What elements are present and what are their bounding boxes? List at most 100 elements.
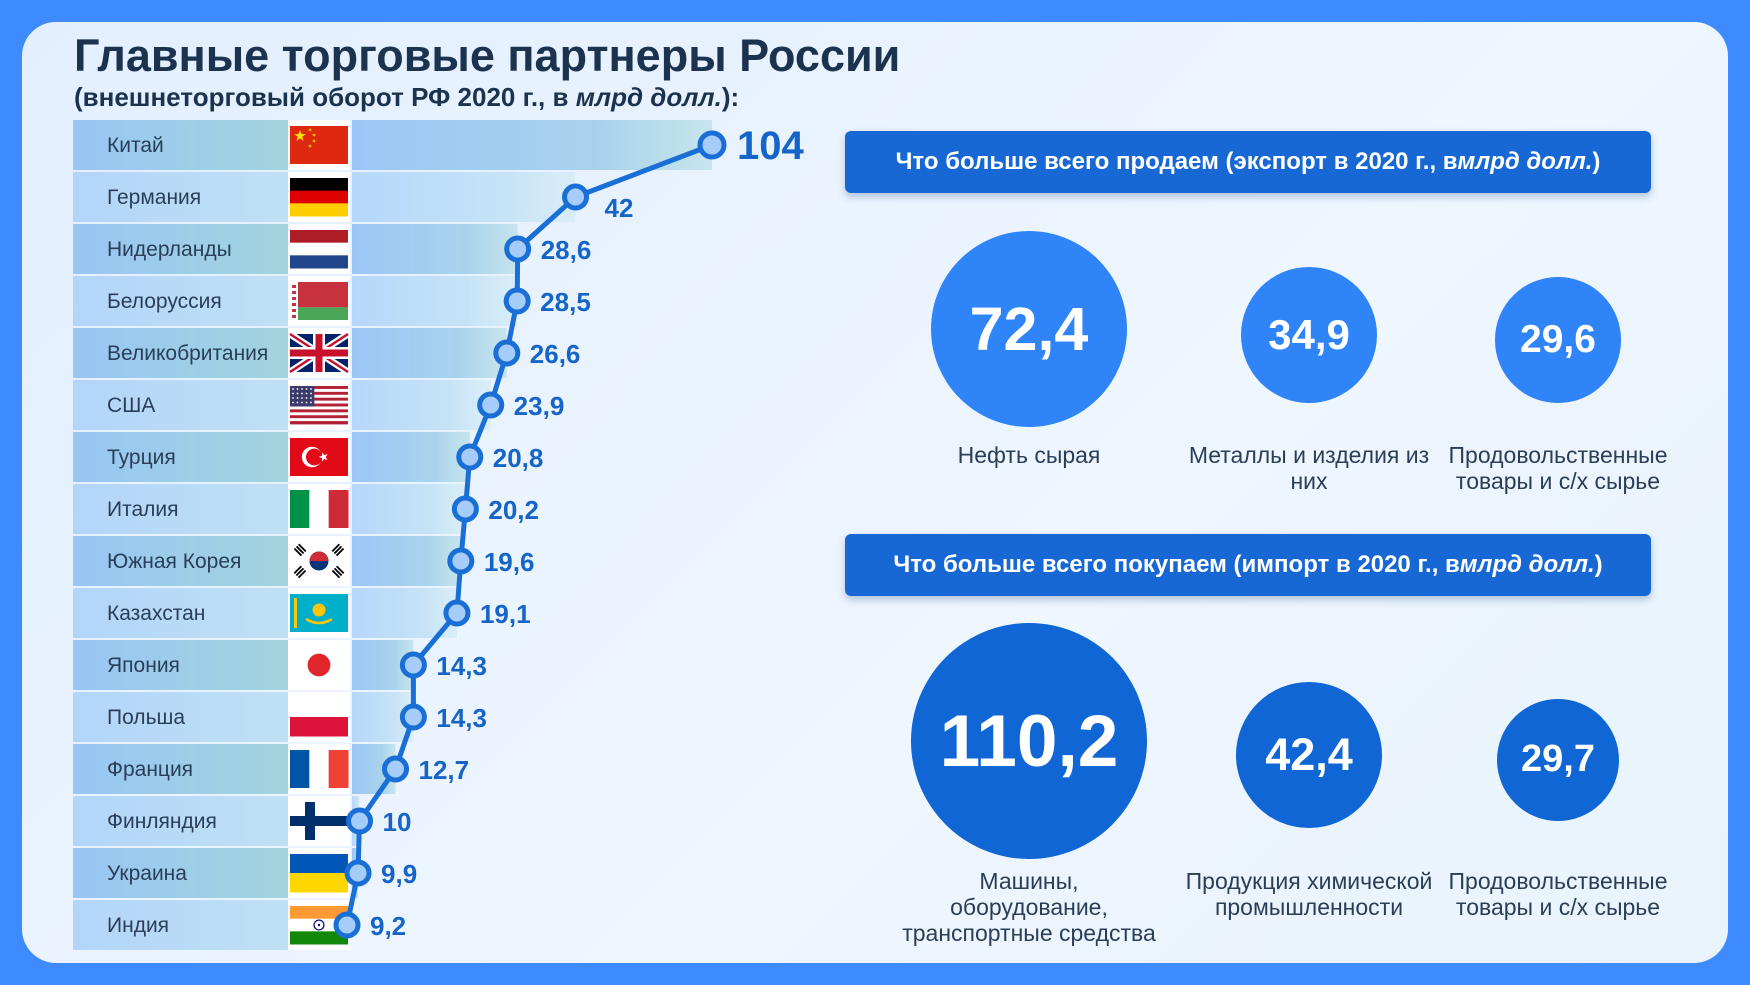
data-marker <box>344 859 372 887</box>
country-row: Великобритания <box>73 328 507 378</box>
country-label-cell <box>73 588 288 638</box>
country-label: Китай <box>107 134 164 157</box>
country-label-cell <box>73 484 288 534</box>
import-value-machinery: 110,2 <box>939 700 1119 782</box>
export-value-metals: 34,9 <box>1268 310 1350 358</box>
flag-us-icon <box>288 380 350 430</box>
country-row: Южная Корея <box>73 536 461 586</box>
country-label-cell <box>73 276 288 326</box>
country-row: Нидерланды <box>73 224 518 274</box>
country-label: Южная Корея <box>107 550 241 573</box>
country-label-cell <box>73 848 288 898</box>
data-marker <box>477 391 505 419</box>
import-bubble-chemicals: 42,4 <box>1235 681 1383 829</box>
country-row: Япония <box>73 640 414 690</box>
value-label: 23,9 <box>514 391 565 421</box>
export-heading-unit: млрд долл. <box>1457 148 1593 175</box>
export-bubble-oil: 72,4 <box>931 231 1127 427</box>
country-label-cell <box>73 692 288 742</box>
flag-jp-icon <box>288 640 350 690</box>
value-label: 9,9 <box>381 859 417 889</box>
country-label: Франция <box>107 758 193 781</box>
series-line-layer <box>344 142 713 926</box>
country-label: Япония <box>107 654 180 677</box>
value-label: 28,6 <box>541 235 592 265</box>
country-label: Финляндия <box>107 810 217 833</box>
country-label-cell <box>73 640 288 690</box>
import-value-food: 29,7 <box>1521 738 1595 781</box>
flag-fr-icon <box>288 744 350 794</box>
flag-pl-icon <box>288 692 350 742</box>
import-bubble-food: 29,7 <box>1496 698 1620 822</box>
value-bar <box>352 120 712 170</box>
country-label-cell <box>73 172 288 222</box>
country-label: Белоруссия <box>107 290 222 313</box>
value-bar <box>352 172 576 222</box>
value-label: 104 <box>737 124 804 168</box>
country-label-cell <box>73 328 288 378</box>
value-bar <box>352 484 466 534</box>
data-marker <box>504 235 532 263</box>
value-label: 26,6 <box>530 339 581 369</box>
data-marker <box>333 911 361 939</box>
value-label: 12,7 <box>419 755 470 785</box>
export-bubble-food: 29,6 <box>1495 277 1621 403</box>
value-label: 20,2 <box>488 495 539 525</box>
import-value-chemicals: 42,4 <box>1265 728 1353 780</box>
series-line <box>344 142 713 926</box>
import-bubble-machinery: 110,2 <box>911 623 1147 859</box>
flag-it-icon <box>288 484 350 534</box>
value-bar <box>352 432 470 482</box>
page-title: Главные торговые партнеры России <box>74 30 901 81</box>
markers-layer: 104 42 28,6 28,5 26,6 23,9 20,8 20,2 19,6 19,1 14,… <box>333 124 804 941</box>
country-row: Китай <box>73 120 712 170</box>
data-marker <box>382 755 410 783</box>
value-bar <box>352 588 457 638</box>
subtitle-unit: млрд долл. <box>575 82 722 112</box>
export-value-oil: 72,4 <box>969 295 1089 363</box>
export-label-oil: Нефть сырая <box>957 442 1101 468</box>
country-label: Казахстан <box>107 602 205 625</box>
subtitle-prefix: (внешнеторговый оборот РФ 2020 г., в <box>74 82 576 112</box>
data-marker <box>503 287 531 315</box>
value-label: 19,1 <box>480 599 531 629</box>
flag-cn-icon <box>288 120 350 170</box>
data-marker <box>447 547 475 575</box>
subtitle-suffix: ): <box>721 82 740 112</box>
value-label: 14,3 <box>436 651 487 681</box>
flag-in-icon <box>288 900 350 950</box>
import-heading-prefix: Что больше всего покупаем (импорт в 2020… <box>893 551 1460 578</box>
country-label: США <box>107 394 155 417</box>
country-label: Украина <box>107 862 187 885</box>
country-row: США <box>73 380 491 430</box>
export-label-metals: Металлы и изделия из них <box>1188 442 1430 494</box>
country-label: Нидерланды <box>107 238 232 261</box>
country-label: Польша <box>107 706 185 729</box>
country-row: Турция <box>73 432 470 482</box>
flag-by-icon <box>288 276 350 326</box>
flag-kz-icon <box>288 588 350 638</box>
value-bar <box>352 224 518 274</box>
data-marker <box>399 703 427 731</box>
infographic-card: Главные торговые партнеры России (внешне… <box>22 22 1728 963</box>
country-row: Франция <box>73 744 396 794</box>
value-label: 9,2 <box>370 911 406 941</box>
country-label-cell <box>73 120 288 170</box>
country-label: Индия <box>107 914 169 937</box>
country-label-cell <box>73 536 288 586</box>
country-label-cell <box>73 380 288 430</box>
export-heading: Что больше всего продаем (экспорт в 2020… <box>845 131 1651 193</box>
country-label-cell <box>73 224 288 274</box>
value-bar <box>352 536 461 586</box>
flag-gb-icon <box>288 328 350 378</box>
export-value-food: 29,6 <box>1520 317 1596 361</box>
value-bar <box>352 328 507 378</box>
export-bubble-metals: 34,9 <box>1240 266 1378 404</box>
export-heading-suffix: ) <box>1592 148 1601 175</box>
country-label: Великобритания <box>107 342 268 365</box>
data-marker <box>697 130 727 160</box>
country-rows: Китай Германия Нидерланды Белоруссия Великоб… <box>73 120 712 950</box>
value-label: 20,8 <box>493 443 544 473</box>
country-row: Финляндия <box>73 796 360 846</box>
value-label: 14,3 <box>436 703 487 733</box>
